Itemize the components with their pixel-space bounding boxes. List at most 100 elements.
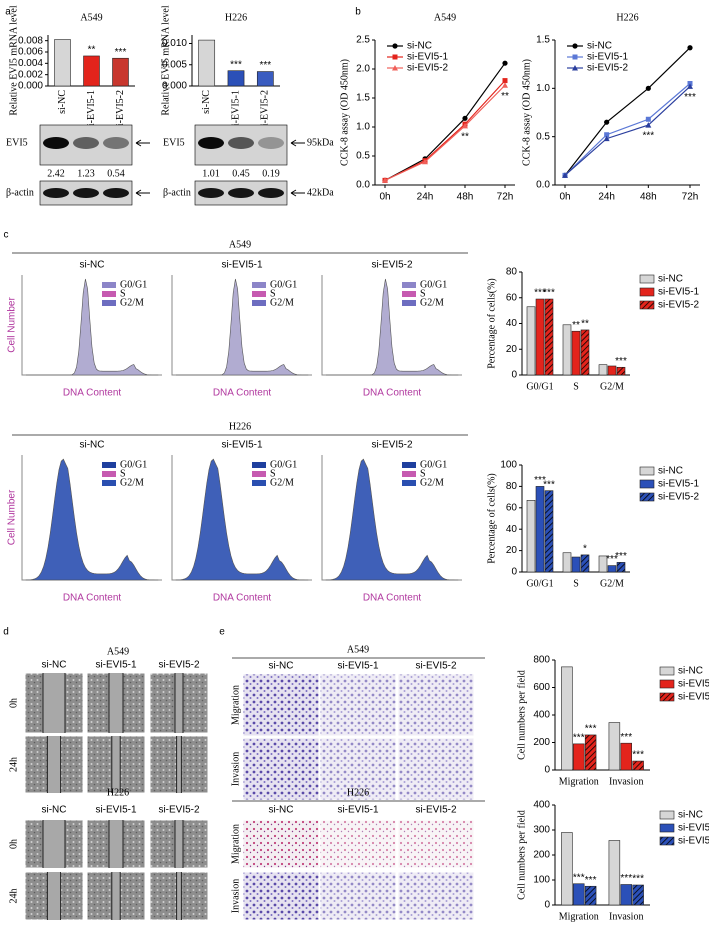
flow-legend-swatch — [252, 480, 266, 486]
y-tick-label: 0.5 — [536, 131, 550, 142]
flow-y-label: Cell Number — [7, 297, 18, 353]
significance: *** — [585, 724, 597, 735]
row-label: Invasion — [230, 879, 241, 913]
flow-title: si-EVI5-1 — [221, 440, 263, 451]
legend-label: si-EVI5-1 — [407, 52, 449, 63]
bar — [608, 840, 621, 906]
bar — [598, 555, 608, 573]
band — [198, 188, 224, 198]
legend-swatch — [639, 274, 655, 284]
flow-legend-swatch — [402, 471, 416, 477]
flow-legend-swatch — [402, 480, 416, 486]
point — [604, 119, 610, 125]
bar — [584, 885, 597, 906]
flow-x-label: DNA Content — [63, 593, 122, 604]
flow-legend-swatch — [402, 300, 416, 306]
significance: *** — [230, 59, 242, 70]
wound-gap — [111, 872, 121, 920]
legend-label: si-EVI5-2 — [407, 63, 449, 74]
micrograph-fade — [320, 674, 396, 736]
flow-legend-label: G0/G1 — [420, 279, 447, 290]
x-tick-label: G2/M — [600, 578, 624, 589]
band-ratio: 0.19 — [262, 168, 280, 179]
y-tick-label: 0.004 — [18, 58, 43, 69]
section-title: H226 — [107, 787, 129, 798]
series-line — [564, 83, 691, 176]
flow-histogram — [325, 458, 459, 581]
column-label: si-NC — [42, 805, 67, 816]
legend-label: si-EVI5-2 — [678, 692, 709, 703]
column-label: si-EVI5-1 — [95, 805, 137, 816]
bar — [256, 71, 274, 87]
micrograph-fade — [320, 820, 396, 868]
legend-label: si-EVI5-2 — [658, 492, 700, 503]
series-line — [384, 84, 506, 181]
micrograph — [242, 819, 320, 869]
significance: ** — [88, 45, 96, 56]
significance: ** — [501, 91, 509, 102]
band — [73, 137, 99, 149]
panel-label: a — [5, 7, 11, 18]
y-tick-label: 2.0 — [356, 64, 370, 75]
flow-legend-label: S — [120, 468, 126, 479]
x-tick-label: 24h — [598, 192, 615, 203]
y-axis-label: Percentage of cells(%) — [486, 278, 497, 369]
legend-label: si-EVI5-2 — [587, 63, 629, 74]
series-line — [384, 80, 506, 181]
band — [258, 188, 284, 198]
flow-x-label: DNA Content — [363, 388, 422, 399]
column-label: si-EVI5-2 — [158, 660, 200, 671]
legend-marker — [572, 65, 578, 71]
point — [687, 45, 693, 51]
point — [687, 83, 693, 89]
y-tick-label: 1.5 — [536, 35, 550, 46]
flow-histogram — [25, 458, 159, 581]
flow-title: si-EVI5-1 — [221, 260, 263, 271]
series-line — [384, 62, 506, 181]
band-label: EVI5 — [6, 137, 28, 148]
flow-legend-swatch — [402, 462, 416, 468]
legend-swatch — [659, 836, 675, 846]
flow-y-label: Cell Number — [7, 489, 18, 545]
point — [603, 135, 610, 142]
flow-legend-label: G2/M — [420, 477, 444, 488]
y-tick-label: 0 — [544, 765, 550, 776]
y-tick-label: 400 — [533, 800, 550, 811]
band — [73, 188, 99, 198]
bar — [620, 742, 632, 771]
y-axis-label: CCK-8 assay (OD 450nm) — [339, 59, 350, 166]
legend-label: si-NC — [678, 666, 703, 677]
legend-swatch — [639, 479, 655, 489]
bar — [227, 70, 245, 87]
wound-gap — [176, 736, 182, 793]
section-title: A549 — [347, 644, 369, 655]
micrograph — [319, 871, 397, 921]
row-label: 0h — [8, 839, 19, 849]
x-tick-label: 72h — [682, 192, 699, 203]
x-tick-label: 24h — [417, 192, 434, 203]
flow-legend-swatch — [102, 480, 116, 486]
band — [103, 137, 129, 149]
micrograph — [397, 737, 475, 801]
wound-gap — [47, 736, 61, 793]
legend-label: si-EVI5-1 — [678, 823, 709, 834]
bar — [535, 298, 545, 376]
bar — [54, 39, 71, 87]
micrograph — [397, 673, 475, 737]
chart-title: A549 — [434, 12, 456, 23]
micrograph — [242, 871, 320, 921]
bar — [561, 666, 573, 771]
bar — [608, 722, 621, 771]
x-tick-label: 0h — [379, 192, 390, 203]
y-axis-label: Relative EVI5 mRNA level — [160, 5, 171, 115]
bar — [535, 486, 545, 573]
flow-legend-label: S — [270, 288, 276, 299]
x-tick-label: 48h — [640, 192, 657, 203]
band-ratio: 0.54 — [107, 168, 125, 179]
x-tick-label: 48h — [457, 192, 474, 203]
flow-legend-swatch — [252, 471, 266, 477]
section-title: A549 — [229, 239, 251, 250]
y-tick-label: 100 — [533, 875, 550, 886]
flow-histogram — [326, 278, 459, 376]
bar — [580, 554, 590, 573]
